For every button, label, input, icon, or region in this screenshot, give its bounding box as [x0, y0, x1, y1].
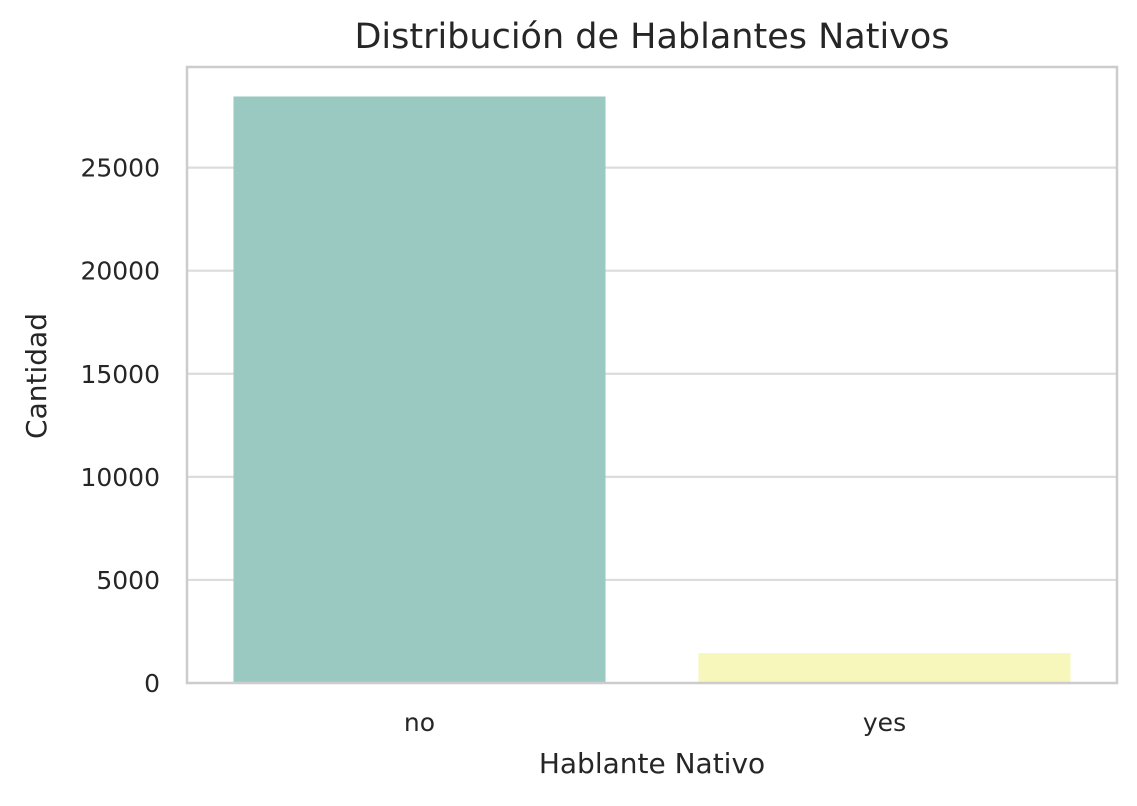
x-axis-label: Hablante Nativo — [539, 747, 765, 780]
x-tick-label-yes: yes — [863, 708, 906, 737]
y-tick-label: 25000 — [80, 154, 160, 183]
y-tick-label: 15000 — [80, 360, 160, 389]
bar-yes — [698, 653, 1071, 683]
y-axis-label: Cantidad — [20, 313, 53, 439]
y-tick-label: 5000 — [96, 566, 160, 595]
y-tick-label: 0 — [144, 669, 160, 698]
plot-frame — [185, 65, 1119, 685]
x-tick-label-no: no — [404, 708, 435, 737]
chart-title: Distribución de Hablantes Nativos — [354, 17, 949, 57]
bars — [233, 96, 1071, 683]
bar-no — [233, 96, 606, 683]
y-tick-labels: 0 5000 10000 15000 20000 25000 — [80, 154, 160, 698]
axes-frame — [185, 65, 1119, 685]
y-tick-label: 10000 — [80, 463, 160, 492]
y-tick-label: 20000 — [80, 257, 160, 286]
x-tick-labels: no yes — [404, 708, 906, 737]
